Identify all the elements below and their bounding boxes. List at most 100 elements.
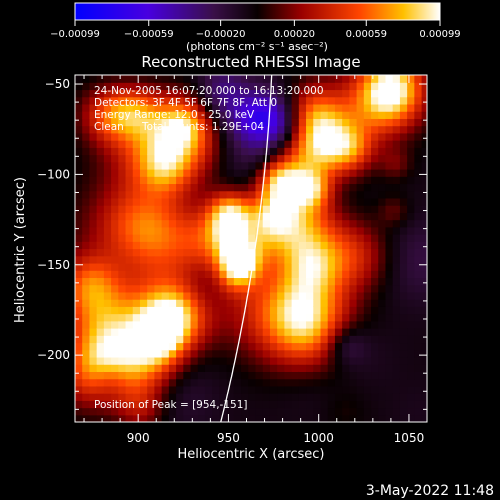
heatmap-cell [378, 82, 387, 91]
heatmap-cell [190, 96, 199, 105]
heatmap-cell [132, 414, 141, 422]
heatmap-cell [226, 335, 235, 344]
heatmap-cell [161, 168, 170, 177]
heatmap-cell [298, 342, 307, 351]
heatmap-cell [277, 75, 285, 83]
heatmap-cell [154, 132, 163, 141]
heatmap-cell [147, 219, 156, 228]
heatmap-cell [262, 284, 271, 293]
heatmap-cell [334, 255, 343, 264]
heatmap-cell [212, 168, 221, 177]
heatmap-cell [176, 342, 184, 351]
heatmap-cell [363, 328, 372, 336]
heatmap-cell [212, 241, 221, 250]
heatmap-cell [421, 320, 427, 329]
heatmap-cell [327, 89, 336, 98]
heatmap-cell [414, 176, 423, 185]
heatmap-cell [176, 313, 184, 322]
heatmap-cell [132, 407, 141, 416]
heatmap-cell [421, 248, 427, 257]
heatmap-cell [248, 190, 257, 199]
heatmap-cell [399, 284, 408, 293]
heatmap-cell [306, 328, 314, 336]
x-tick-label: 1050 [394, 431, 425, 445]
heatmap-cell [212, 313, 221, 322]
heatmap-cell [356, 190, 365, 199]
heatmap-cell [255, 385, 264, 394]
heatmap-cell [327, 190, 336, 199]
heatmap-cell [378, 349, 387, 358]
heatmap-cell [313, 364, 322, 372]
heatmap-cell [248, 205, 257, 213]
heatmap-cell [139, 89, 148, 98]
heatmap-cell [306, 226, 314, 235]
heatmap-cell [277, 291, 285, 300]
heatmap-cell [421, 385, 427, 394]
heatmap-cell [269, 371, 278, 380]
heatmap-cell [139, 219, 148, 228]
heatmap-cell [342, 255, 350, 264]
heatmap-cell [363, 234, 372, 242]
heatmap-cell [342, 385, 350, 394]
solar-limb-curve [220, 75, 273, 422]
heatmap-cell [334, 205, 343, 213]
heatmap-cell [399, 342, 408, 351]
heatmap-cell [125, 197, 134, 206]
heatmap-cell [421, 147, 427, 156]
heatmap-cell [204, 291, 213, 300]
heatmap-cell [183, 342, 192, 351]
heatmap-cell [219, 328, 228, 336]
heatmap-cell [349, 226, 358, 235]
heatmap-cell [111, 219, 119, 228]
heatmap-cell [82, 306, 91, 315]
heatmap-cell [197, 385, 206, 394]
heatmap-cell [89, 262, 98, 271]
heatmap-cell [168, 270, 177, 279]
heatmap-cell [306, 140, 314, 148]
heatmap-cell [183, 313, 192, 322]
heatmap-cell [414, 342, 423, 351]
heatmap-cell [154, 212, 163, 221]
heatmap-cell [183, 89, 192, 98]
heatmap-cell [414, 205, 423, 213]
heatmap-cell [161, 284, 170, 293]
heatmap-cell [407, 306, 415, 315]
heatmap-cell [291, 125, 300, 134]
heatmap-cell [313, 349, 322, 358]
heatmap-cell [125, 385, 134, 394]
heatmap-cell [190, 176, 199, 185]
heatmap-cell [212, 212, 221, 221]
heatmap-cell [204, 147, 213, 156]
heatmap-cell [154, 378, 163, 387]
heatmap-cell [248, 407, 257, 416]
heatmap-cell [356, 111, 365, 119]
heatmap-cell [356, 197, 365, 206]
heatmap-cell [298, 82, 307, 91]
heatmap-cell [385, 306, 394, 315]
heatmap-cell [371, 111, 379, 119]
heatmap-cell [255, 219, 264, 228]
heatmap-cell [378, 371, 387, 380]
heatmap-cell [96, 284, 105, 293]
heatmap-cell [103, 103, 112, 112]
heatmap-cell [385, 82, 394, 91]
heatmap-cell [414, 328, 423, 336]
heatmap-cell [183, 270, 192, 279]
heatmap-cell [241, 385, 249, 394]
heatmap-cell [327, 356, 336, 365]
heatmap-cell [371, 400, 379, 409]
heatmap-cell [262, 349, 271, 358]
heatmap-cell [176, 212, 184, 221]
heatmap-cell [342, 277, 350, 286]
heatmap-cell [284, 342, 293, 351]
heatmap-cell [378, 407, 387, 416]
heatmap-cell [96, 118, 105, 127]
heatmap-cell [291, 132, 300, 141]
heatmap-cell [407, 226, 415, 235]
heatmap-cell [349, 140, 358, 148]
heatmap-cell [392, 328, 401, 336]
heatmap-cell [306, 96, 314, 105]
heatmap-cell [161, 118, 170, 127]
heatmap-cell [103, 241, 112, 250]
heatmap-cell [277, 234, 285, 242]
